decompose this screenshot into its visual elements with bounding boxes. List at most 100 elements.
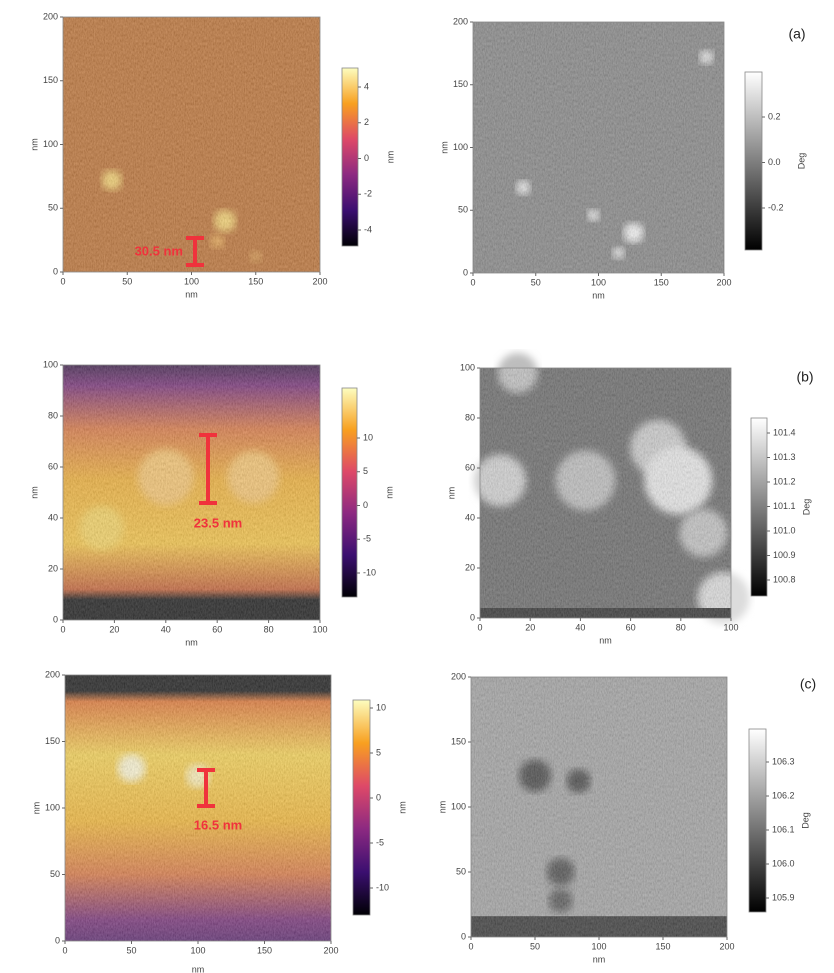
panel-label: (a) bbox=[788, 26, 805, 42]
colorbar-tick-label: 101.1 bbox=[773, 501, 796, 511]
y-tick-label: 100 bbox=[451, 801, 466, 811]
x-tick-label: 0 bbox=[470, 277, 475, 287]
y-tick-label: 200 bbox=[453, 16, 468, 26]
x-tick-label: 0 bbox=[60, 276, 65, 286]
panel-label: (b) bbox=[796, 369, 813, 385]
x-tick-label: 40 bbox=[575, 622, 585, 632]
y-tick-label: 100 bbox=[453, 142, 468, 152]
y-tick-label: 50 bbox=[456, 866, 466, 876]
y-tick-label: 200 bbox=[45, 669, 60, 679]
x-tick-label: 200 bbox=[323, 945, 338, 955]
x-tick-label: 200 bbox=[312, 276, 327, 286]
x-tick-label: 60 bbox=[212, 624, 222, 634]
x-tick-label: 80 bbox=[264, 624, 274, 634]
colorbar-tick-label: 0 bbox=[364, 153, 369, 163]
scale-label: 30.5 nm bbox=[135, 243, 183, 258]
colorbar-tick-label: 0 bbox=[376, 792, 381, 802]
colorbar-label: nm bbox=[385, 151, 395, 164]
y-tick-label: 0 bbox=[53, 266, 58, 276]
x-tick-label: 0 bbox=[468, 941, 473, 951]
colorbar-tick-label: 106.1 bbox=[772, 824, 795, 834]
y-tick-label: 0 bbox=[461, 931, 466, 941]
x-tick-label: 150 bbox=[654, 277, 669, 287]
y-tick-label: 20 bbox=[465, 562, 475, 572]
colorbar-tick-label: 101.3 bbox=[773, 452, 796, 462]
colorbar-tick-label: -2 bbox=[364, 189, 372, 199]
image-noise bbox=[471, 677, 727, 937]
y-tick-label: 50 bbox=[458, 205, 468, 215]
y-tick-label: 40 bbox=[465, 512, 475, 522]
x-tick-label: 40 bbox=[161, 624, 171, 634]
y-tick-label: 200 bbox=[43, 11, 58, 21]
colorbar-tick-label: 105.9 bbox=[772, 892, 795, 902]
colorbar-tick-label: -4 bbox=[364, 224, 372, 234]
colorbar bbox=[342, 68, 358, 246]
y-axis-label: nm bbox=[31, 802, 41, 815]
image-noise bbox=[480, 368, 731, 618]
figure: 050100150200050100150200nmnm420-2-4nm30.… bbox=[0, 0, 834, 973]
colorbar-tick-label: 106.3 bbox=[772, 756, 795, 766]
y-tick-label: 0 bbox=[470, 612, 475, 622]
x-tick-label: 150 bbox=[248, 276, 263, 286]
y-tick-label: 20 bbox=[48, 563, 58, 573]
colorbar-tick-label: 101.4 bbox=[773, 427, 796, 437]
x-tick-label: 100 bbox=[591, 277, 606, 287]
x-tick-label: 100 bbox=[591, 941, 606, 951]
colorbar bbox=[342, 388, 357, 597]
colorbar-tick-label: 2 bbox=[364, 117, 369, 127]
colorbar-tick-label: 100.9 bbox=[773, 550, 796, 560]
colorbar-label: Deg bbox=[796, 153, 806, 170]
y-tick-label: 150 bbox=[43, 75, 58, 85]
y-tick-label: 40 bbox=[48, 512, 58, 522]
colorbar-tick-label: 106.2 bbox=[772, 790, 795, 800]
colorbar-tick-label: 101.0 bbox=[773, 525, 796, 535]
y-axis-label: nm bbox=[29, 138, 39, 151]
colorbar-tick-label: -5 bbox=[376, 837, 384, 847]
colorbar bbox=[749, 729, 766, 912]
x-tick-label: 150 bbox=[257, 945, 272, 955]
y-tick-label: 100 bbox=[43, 359, 58, 369]
x-tick-label: 100 bbox=[190, 945, 205, 955]
y-tick-label: 0 bbox=[55, 935, 60, 945]
x-tick-label: 60 bbox=[626, 622, 636, 632]
y-tick-label: 150 bbox=[451, 736, 466, 746]
colorbar bbox=[751, 418, 767, 596]
x-tick-label: 0 bbox=[60, 624, 65, 634]
colorbar-label: nm bbox=[384, 486, 394, 499]
y-axis-label: nm bbox=[446, 487, 456, 500]
y-tick-label: 100 bbox=[45, 802, 60, 812]
y-tick-label: 150 bbox=[45, 736, 60, 746]
colorbar-tick-label: -5 bbox=[363, 534, 371, 544]
image-noise bbox=[63, 17, 320, 272]
x-tick-label: 200 bbox=[716, 277, 731, 287]
colorbar-tick-label: -0.2 bbox=[768, 202, 784, 212]
colorbar-tick-label: -10 bbox=[376, 882, 389, 892]
colorbar bbox=[353, 700, 370, 915]
y-tick-label: 50 bbox=[48, 203, 58, 213]
y-axis-label: nm bbox=[437, 801, 447, 814]
colorbar-tick-label: 4 bbox=[364, 81, 369, 91]
colorbar-tick-label: -10 bbox=[363, 567, 376, 577]
y-tick-label: 60 bbox=[48, 461, 58, 471]
x-axis-label: nm bbox=[599, 635, 612, 645]
x-axis-label: nm bbox=[192, 964, 205, 973]
colorbar-tick-label: 106.0 bbox=[772, 858, 795, 868]
colorbar-tick-label: 0.2 bbox=[768, 111, 781, 121]
y-tick-label: 100 bbox=[43, 139, 58, 149]
colorbar-tick-label: 101.2 bbox=[773, 476, 796, 486]
x-tick-label: 20 bbox=[109, 624, 119, 634]
y-tick-label: 60 bbox=[465, 462, 475, 472]
x-tick-label: 50 bbox=[122, 276, 132, 286]
x-tick-label: 0 bbox=[62, 945, 67, 955]
x-tick-label: 20 bbox=[525, 622, 535, 632]
y-tick-label: 100 bbox=[460, 362, 475, 372]
x-axis-label: nm bbox=[593, 954, 606, 964]
colorbar-label: Deg bbox=[801, 499, 811, 516]
colorbar-tick-label: 10 bbox=[376, 702, 386, 712]
x-tick-label: 100 bbox=[312, 624, 327, 634]
x-tick-label: 150 bbox=[655, 941, 670, 951]
scale-label: 23.5 nm bbox=[194, 515, 242, 530]
panel-label: (c) bbox=[800, 676, 816, 692]
x-tick-label: 50 bbox=[126, 945, 136, 955]
colorbar-tick-label: 5 bbox=[363, 466, 368, 476]
